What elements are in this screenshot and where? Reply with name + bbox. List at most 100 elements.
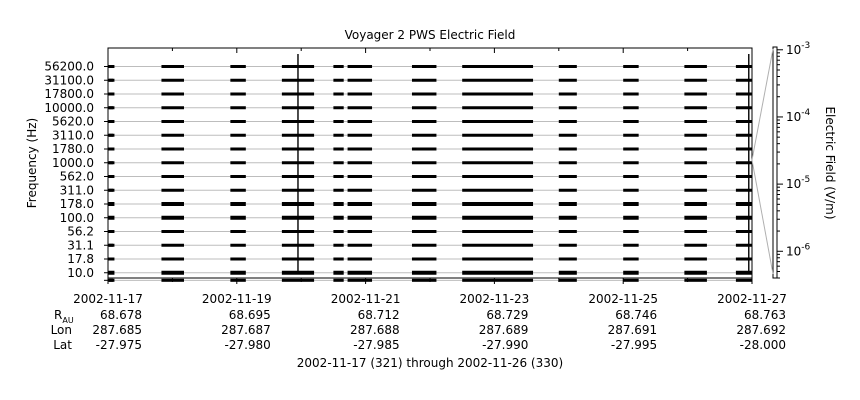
colorbar-tick-base: 10 [786, 110, 801, 124]
data-segment [411, 161, 437, 165]
data-segment [347, 78, 373, 82]
colorbar-tick-base: 10 [786, 43, 801, 57]
data-segment [558, 92, 577, 96]
data-segment [735, 175, 752, 178]
data-segment [333, 147, 344, 151]
y-tick-label: 17800.0 [44, 87, 94, 101]
data-segment [230, 188, 246, 192]
data-segment [623, 188, 639, 192]
data-segment [684, 78, 707, 82]
data-segment [347, 133, 373, 137]
colorbar-tick-exp: -5 [801, 175, 810, 185]
data-segment [558, 147, 577, 151]
data-segment [411, 202, 437, 206]
row-value-lat: -27.990 [482, 338, 528, 352]
colorbar-tick-exp: -3 [801, 41, 810, 51]
colorbar [772, 46, 778, 279]
data-segment [347, 243, 373, 247]
data-segment [684, 106, 707, 110]
data-segment [333, 133, 344, 137]
chart-title: Voyager 2 PWS Electric Field [345, 28, 516, 42]
data-segment [230, 202, 246, 206]
data-segment [109, 188, 113, 192]
data-segment [230, 257, 246, 261]
data-segment [558, 133, 577, 137]
data-segment [684, 92, 707, 96]
data-segment [735, 188, 752, 192]
data-segment [109, 133, 113, 137]
colorbar-tick-base: 10 [786, 244, 801, 258]
data-segment [411, 270, 437, 275]
data-segment [230, 278, 246, 282]
data-segment [161, 161, 184, 165]
data-segment [684, 188, 707, 192]
colorbar-tick-exp: -4 [801, 108, 810, 118]
data-segment [462, 133, 534, 137]
y-tick-label: 311.0 [60, 183, 94, 197]
y-tick-label: 31.1 [67, 238, 94, 252]
data-segment [558, 202, 577, 206]
data-segment [109, 147, 113, 151]
y-tick-label: 10000.0 [44, 101, 94, 115]
colorbar-connector [751, 159, 774, 275]
y-tick-label: 1780.0 [52, 142, 94, 156]
data-segment [623, 202, 639, 206]
data-segment [109, 257, 113, 261]
data-segment [161, 120, 184, 123]
data-segment [161, 202, 184, 206]
data-segment [558, 78, 577, 82]
data-segment [109, 216, 113, 220]
row-value-r: 68.712 [358, 308, 400, 322]
data-segment [161, 65, 184, 68]
x-axis-caption: 2002-11-17 (321) through 2002-11-26 (330… [297, 356, 563, 370]
x-tick-label: 2002-11-17 [73, 292, 143, 306]
colorbar-tick-exp: -6 [801, 242, 810, 252]
data-segment [623, 215, 639, 220]
data-segment [230, 65, 246, 68]
data-segment [462, 147, 534, 151]
data-segment [333, 65, 344, 68]
y-tick-label: 1000.0 [52, 156, 94, 170]
data-segment [230, 120, 246, 123]
y-tick-label: 10.0 [67, 266, 94, 280]
row-value-lat: -27.995 [611, 338, 657, 352]
data-segment [462, 202, 534, 206]
data-segment [462, 175, 534, 178]
data-segment [735, 161, 752, 165]
data-segment [558, 215, 577, 220]
data-segment [462, 78, 534, 82]
data-segment [333, 243, 344, 247]
data-segment [161, 106, 184, 110]
row-value-lat: -27.985 [353, 338, 399, 352]
data-segment [623, 161, 639, 165]
data-segment [411, 257, 437, 261]
row-value-lon: 287.685 [92, 323, 142, 337]
row-label-lon: Lon [51, 323, 72, 337]
data-segment [230, 92, 246, 96]
row-value-lon: 287.689 [479, 323, 529, 337]
data-segment [462, 161, 534, 165]
data-segment [735, 215, 752, 220]
row-label-r: RAU [54, 308, 74, 325]
data-segment [558, 106, 577, 110]
data-segment [161, 92, 184, 96]
data-segment [161, 133, 184, 137]
data-segment [558, 161, 577, 165]
y-tick-label: 100.0 [60, 211, 94, 225]
data-segment [462, 106, 534, 110]
row-value-r: 68.729 [486, 308, 528, 322]
colorbar-label: Electric Field (V/m) [823, 106, 837, 219]
colorbar-tick-label: 10-3 [786, 41, 810, 57]
row-value-r: 68.746 [615, 308, 657, 322]
data-segment [333, 78, 344, 82]
data-segment [230, 175, 246, 178]
data-segment [230, 133, 246, 137]
data-segment [230, 106, 246, 110]
data-segment [558, 188, 577, 192]
colorbar-tick-label: 10-6 [786, 242, 811, 258]
data-segment [109, 65, 113, 68]
data-segment [333, 106, 344, 110]
data-segment [347, 120, 373, 123]
data-segment [462, 188, 534, 192]
data-segment [109, 161, 113, 165]
